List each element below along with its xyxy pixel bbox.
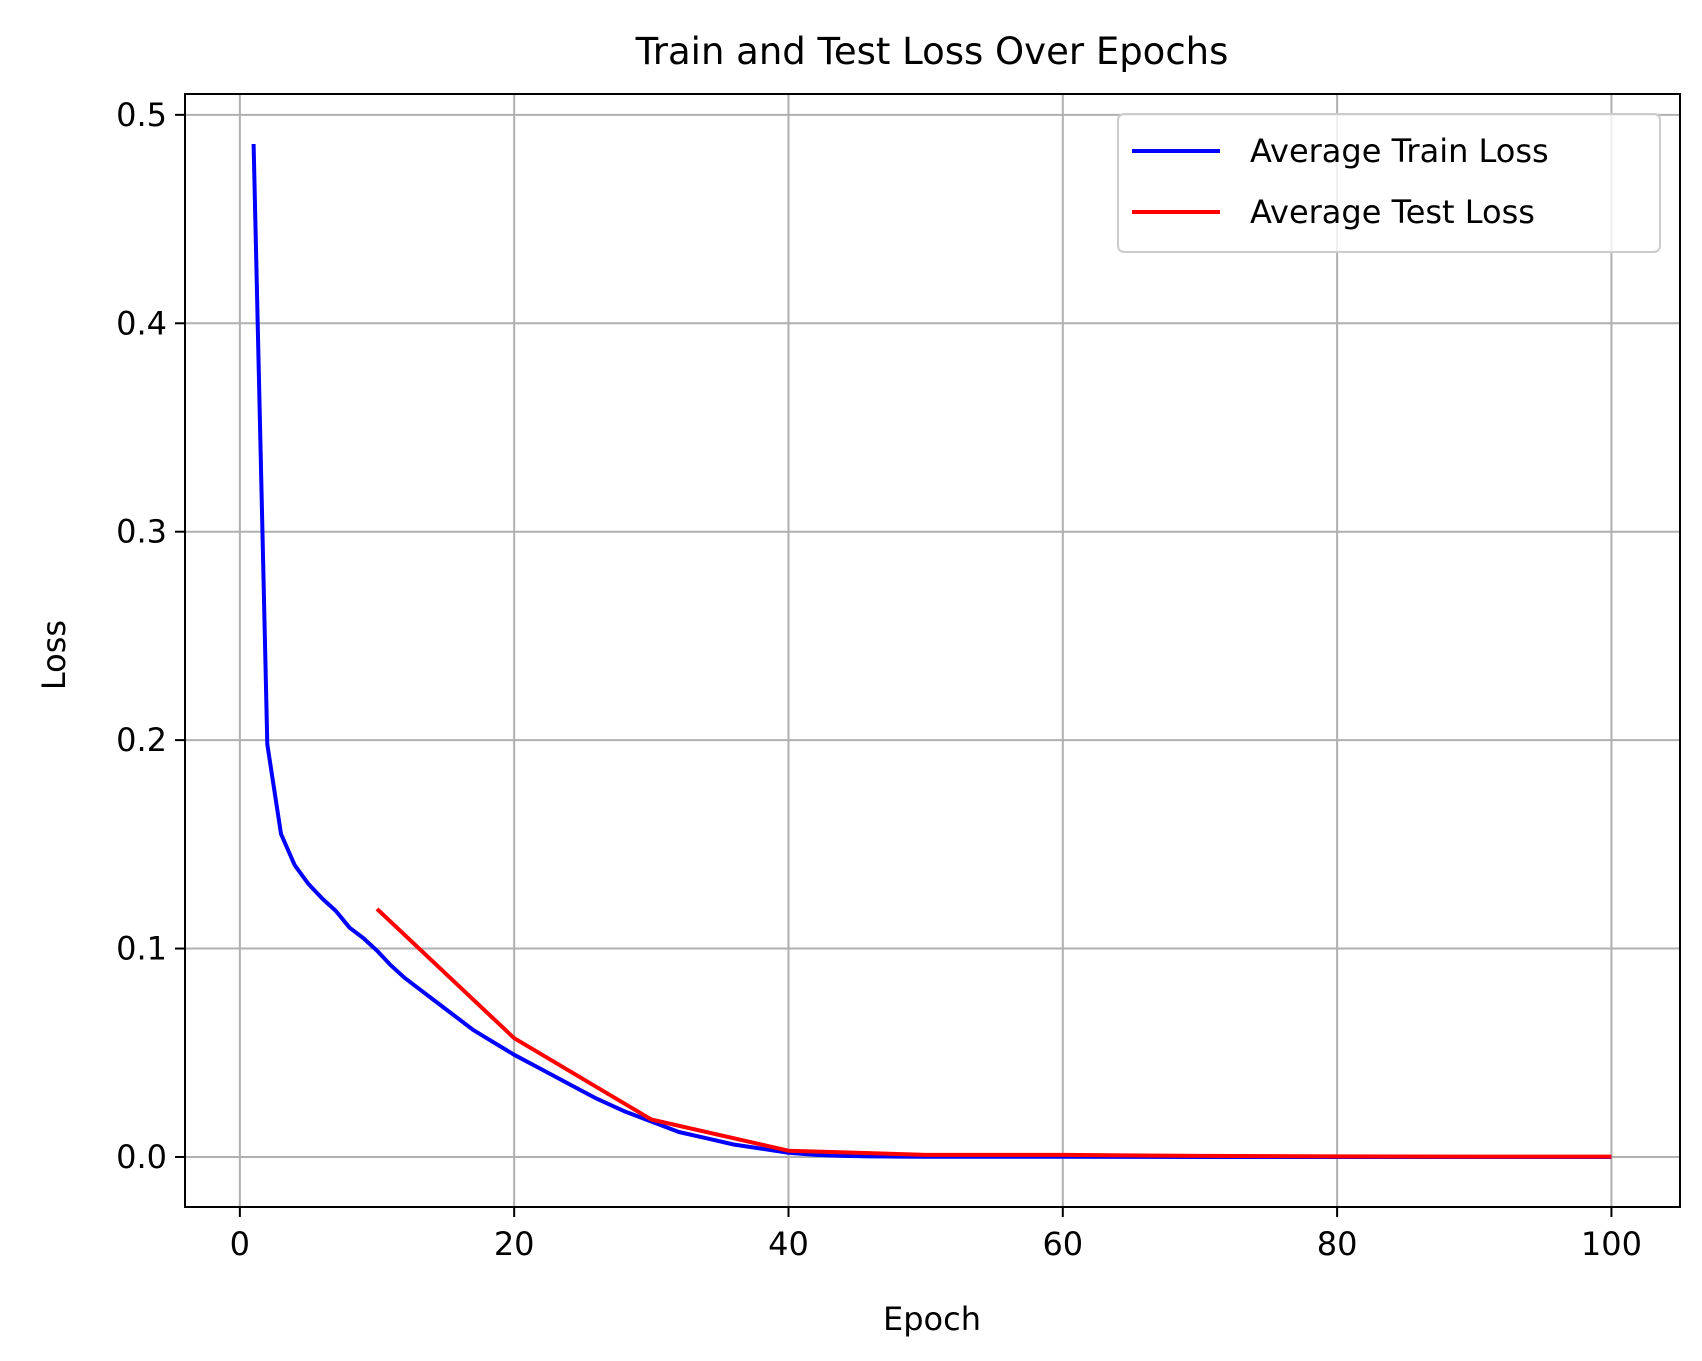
y-axis-ticks: 0.0 0.1 0.2 0.3 0.4 0.5 [116, 96, 185, 1176]
x-tick-label: 100 [1581, 1225, 1642, 1263]
y-tick-label: 0.1 [116, 930, 167, 968]
grid [185, 94, 1680, 1207]
x-tick-label: 0 [230, 1225, 250, 1263]
test-loss-line [375, 907, 1612, 1159]
y-tick-label: 0.3 [116, 513, 167, 551]
legend-test-label: Average Test Loss [1250, 193, 1535, 231]
x-axis-ticks: 0 20 40 60 80 100 [230, 1207, 1642, 1263]
legend: Average Train Loss Average Test Loss [1117, 113, 1661, 253]
chart-title: Train and Test Loss Over Epochs [635, 30, 1229, 73]
y-tick-label: 0.2 [116, 721, 167, 759]
y-tick-label: 0.5 [116, 96, 167, 134]
series-lines [251, 143, 1612, 1159]
x-tick-label: 20 [494, 1225, 535, 1263]
x-tick-label: 80 [1317, 1225, 1358, 1263]
x-tick-label: 60 [1042, 1225, 1083, 1263]
x-axis-label: Epoch [883, 1300, 981, 1338]
plot-area-frame [184, 93, 1681, 1208]
legend-box [1117, 113, 1661, 253]
y-tick-label: 0.4 [116, 304, 167, 342]
y-tick-label: 0.0 [116, 1138, 167, 1176]
x-tick-label: 40 [768, 1225, 809, 1263]
train-loss-line [251, 143, 1612, 1159]
legend-train-label: Average Train Loss [1250, 132, 1549, 170]
y-axis-label: Loss [35, 620, 73, 690]
